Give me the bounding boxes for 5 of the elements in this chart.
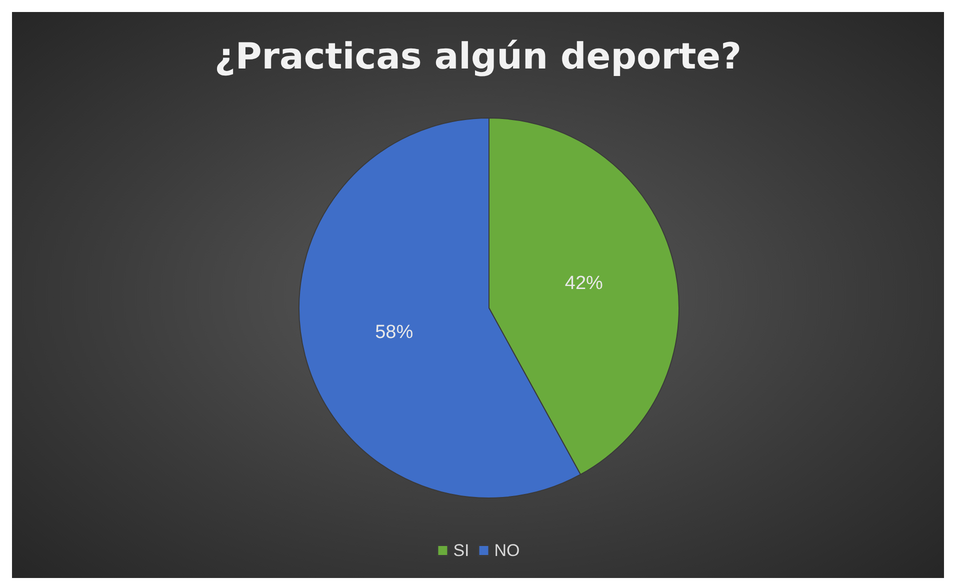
legend-label: SI: [453, 541, 470, 560]
legend-label: NO: [494, 541, 520, 560]
data-label: 42%: [564, 273, 604, 294]
chart-title: ¿Practicas algún deporte?: [214, 36, 742, 78]
data-label: 58%: [375, 322, 414, 343]
